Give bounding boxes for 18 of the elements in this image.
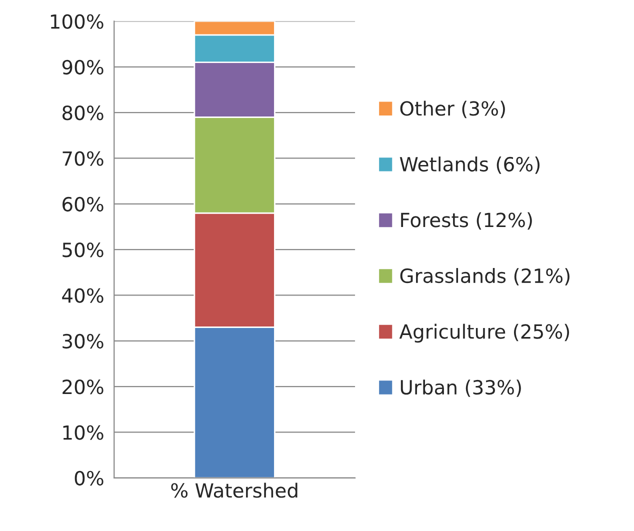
y-tick-label: 90%: [62, 60, 104, 75]
y-tick-label: 50%: [62, 242, 104, 258]
x-tick-label: % Watershed: [171, 482, 298, 498]
legend-label: Grasslands (21%): [400, 268, 570, 286]
y-tick-label: 30%: [62, 334, 104, 349]
legend-label: Wetlands (6%): [400, 156, 540, 174]
legend-label: Urban (33%): [400, 380, 521, 397]
y-tick-label: 80%: [62, 106, 104, 120]
y-tick-label: 40%: [62, 288, 104, 303]
legend-label: Agriculture (25%): [399, 324, 570, 343]
y-tick-label: 100%: [50, 14, 104, 29]
y-tick-label: 20%: [62, 380, 104, 394]
y-tick-label: 0%: [74, 470, 104, 486]
legend-label: Other (3%): [400, 100, 505, 118]
y-tick-label: 10%: [63, 425, 104, 440]
y-tick-label: 60%: [62, 196, 104, 212]
legend-label: Forests (12%): [401, 212, 532, 230]
y-tick-label: 70%: [62, 151, 104, 166]
